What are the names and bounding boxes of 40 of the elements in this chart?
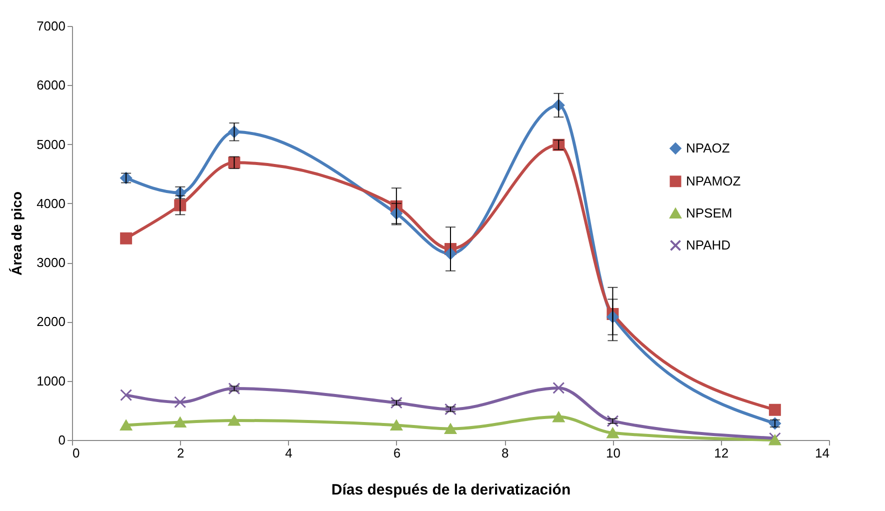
- point: [228, 382, 240, 395]
- y-tick-label: 7000: [36, 18, 66, 34]
- point: [228, 415, 240, 426]
- point: [390, 420, 402, 431]
- y-tick-label: 2000: [36, 314, 66, 330]
- x-tick-label: 0: [72, 446, 80, 460]
- legend-label: NPAOZ: [686, 140, 730, 156]
- point: [768, 434, 781, 446]
- point: [606, 415, 619, 428]
- point: [444, 403, 456, 416]
- y-tick-label: 0: [58, 432, 66, 448]
- y-tick-label: 3000: [36, 255, 66, 270]
- x-tick-label: 2: [177, 446, 184, 460]
- x-tick-label: 6: [393, 446, 401, 460]
- point: [174, 416, 186, 428]
- x-tick-label: 14: [815, 446, 830, 460]
- point: [552, 412, 565, 422]
- x-tick-label: 4: [285, 446, 292, 460]
- point: [174, 396, 186, 408]
- legend-label: NPAHD: [686, 237, 731, 252]
- point: [444, 423, 456, 434]
- y-axis-title: Área de pico: [8, 191, 25, 276]
- x-axis-title: Días después de la derivatización: [331, 482, 571, 498]
- x-tick-label: 10: [606, 446, 620, 460]
- legend-label: NPSEM: [686, 205, 732, 220]
- point: [768, 404, 781, 416]
- y-tick-label: 6000: [36, 78, 66, 93]
- x-tick-label: 8: [501, 446, 509, 460]
- y-tick-label: 5000: [36, 136, 66, 152]
- point: [552, 382, 565, 394]
- y-tick-label: 1000: [36, 373, 66, 388]
- point: [174, 199, 186, 212]
- point: [390, 396, 402, 409]
- point: [120, 232, 132, 244]
- point: [606, 428, 619, 438]
- x-tick-label: 12: [714, 446, 729, 460]
- y-tick-label: 4000: [36, 196, 66, 211]
- legend-label: NPAMOZ: [686, 173, 741, 188]
- point: [120, 389, 132, 402]
- point: [120, 420, 132, 431]
